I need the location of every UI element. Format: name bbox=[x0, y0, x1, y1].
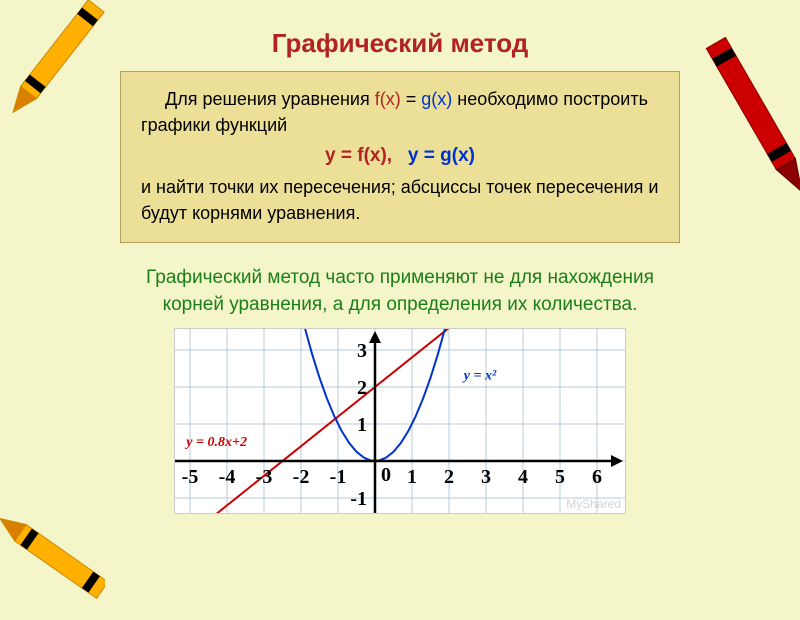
text: Для решения уравнения bbox=[165, 89, 375, 109]
svg-text:-5: -5 bbox=[182, 466, 199, 488]
crayon-bottom-left-icon bbox=[0, 480, 105, 620]
svg-text:1: 1 bbox=[357, 414, 367, 436]
eq-fx: y = f(x), bbox=[325, 145, 392, 166]
svg-text:2: 2 bbox=[444, 466, 454, 488]
svg-text:5: 5 bbox=[555, 466, 565, 488]
svg-text:-2: -2 bbox=[293, 466, 310, 488]
definition-box: Для решения уравнения f(x) = g(x) необхо… bbox=[120, 71, 680, 243]
svg-text:y = 0.8x+2: y = 0.8x+2 bbox=[184, 435, 247, 450]
svg-text:2: 2 bbox=[357, 377, 367, 399]
svg-text:4: 4 bbox=[518, 466, 528, 488]
chart: -5-4-3-2-10123456-1123y = x²y = 0.8x+2 M… bbox=[174, 328, 626, 514]
svg-text:-3: -3 bbox=[256, 466, 273, 488]
svg-text:3: 3 bbox=[357, 340, 367, 362]
equation-line: y = f(x), y = g(x) bbox=[141, 142, 659, 170]
svg-text:0: 0 bbox=[381, 464, 391, 486]
eq-gx: y = g(x) bbox=[408, 145, 475, 166]
svg-text:3: 3 bbox=[481, 466, 491, 488]
fx-term: f(x) bbox=[375, 89, 401, 109]
svg-text:-1: -1 bbox=[350, 488, 367, 510]
text: = bbox=[401, 89, 422, 109]
svg-text:-1: -1 bbox=[330, 466, 347, 488]
svg-text:1: 1 bbox=[407, 466, 417, 488]
note-text: Графический метод часто применяют не для… bbox=[120, 265, 680, 318]
page-title: Графический метод bbox=[0, 0, 800, 71]
svg-text:-4: -4 bbox=[219, 466, 236, 488]
svg-text:6: 6 bbox=[592, 466, 602, 488]
svg-text:y = x²: y = x² bbox=[462, 369, 497, 384]
definition-line-2: и найти точки их пересечения; абсциссы т… bbox=[141, 174, 659, 226]
gx-term: g(x) bbox=[421, 89, 452, 109]
definition-line-1: Для решения уравнения f(x) = g(x) необхо… bbox=[141, 86, 659, 138]
